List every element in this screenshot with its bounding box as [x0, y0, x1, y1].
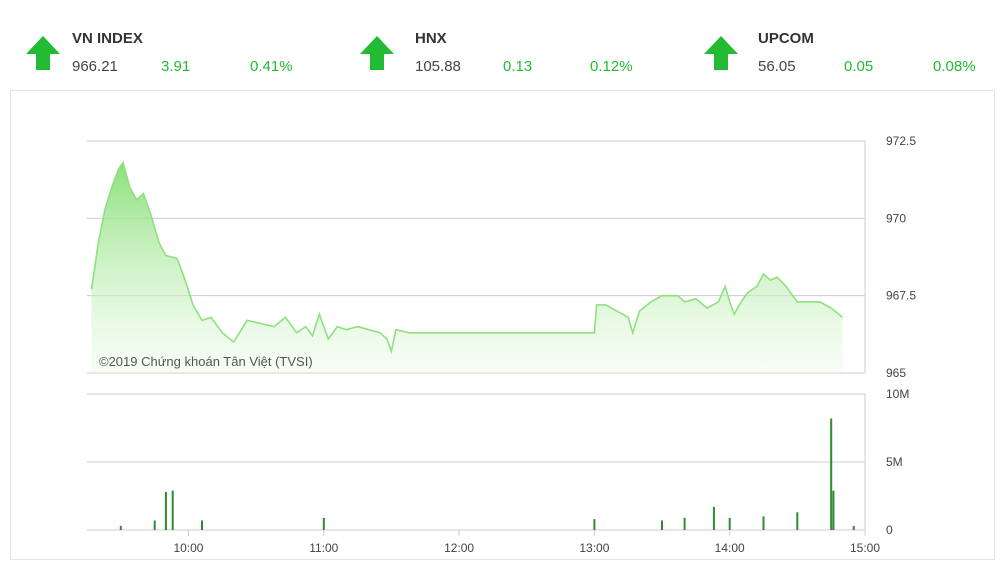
volume-y-tick: 10M	[886, 387, 909, 401]
index-percent: 0.08%	[933, 58, 976, 75]
price-y-tick: 967.5	[886, 289, 916, 303]
index-tile-upcom[interactable]: UPCOM 56.05 0.05 0.08%	[688, 8, 988, 88]
index-change: 0.05	[844, 58, 874, 75]
volume-bar	[830, 418, 833, 530]
volume-bar	[832, 490, 835, 530]
index-name: HNX	[415, 30, 447, 47]
index-tile-vn-index[interactable]: VN INDEX 966.21 3.91 0.41%	[10, 8, 310, 88]
arrow-up-icon	[360, 36, 394, 70]
x-tick-label: 11:00	[309, 541, 338, 555]
volume-bar	[796, 512, 799, 530]
chart-panel	[10, 90, 995, 560]
index-summary-bar: VN INDEX 966.21 3.91 0.41% HNX 105.88 0.…	[0, 0, 1004, 90]
x-tick-label: 13:00	[579, 541, 609, 555]
volume-bar	[661, 520, 663, 530]
volume-y-tick: 5M	[886, 455, 903, 469]
x-tick-label: 12:00	[444, 541, 474, 555]
arrow-up-icon	[704, 36, 738, 70]
price-line	[90, 160, 843, 355]
index-value: 56.05	[758, 58, 796, 75]
index-percent: 0.12%	[590, 58, 633, 75]
index-name: VN INDEX	[72, 30, 143, 47]
chart-watermark: ©2019 Chứng khoán Tân Việt (TVSI)	[99, 354, 313, 369]
x-tick-label: 15:00	[850, 541, 880, 555]
volume-bar	[593, 519, 596, 530]
index-value: 966.21	[72, 58, 118, 75]
price-y-tick: 965	[886, 366, 906, 380]
index-percent: 0.41%	[250, 58, 293, 75]
volume-bar	[683, 517, 686, 530]
volume-bars	[119, 418, 855, 530]
volume-bar	[119, 525, 122, 530]
x-tick-label: 10:00	[173, 541, 203, 555]
volume-bar	[728, 517, 731, 530]
index-tile-hnx[interactable]: HNX 105.88 0.13 0.12%	[344, 8, 644, 88]
price-y-tick: 972.5	[886, 134, 916, 148]
price-area	[91, 162, 843, 373]
index-change: 3.91	[161, 58, 191, 75]
index-value: 105.88	[415, 58, 461, 75]
x-tick-label: 14:00	[715, 541, 745, 555]
arrow-up-icon	[26, 36, 60, 70]
volume-bar	[201, 520, 203, 530]
axis-labels: 972.5 970 967.5 965 10M 5M 0 10:00 11:00 12:00 13:…	[173, 134, 916, 555]
index-name: UPCOM	[758, 30, 814, 47]
volume-bar	[153, 520, 156, 530]
volume-bar	[164, 491, 167, 530]
volume-bar	[852, 525, 855, 530]
volume-bar	[762, 516, 765, 530]
volume-bar	[712, 506, 715, 530]
volume-y-tick: 0	[886, 523, 893, 537]
index-change: 0.13	[503, 58, 533, 75]
volume-bar	[171, 490, 174, 530]
price-y-tick: 970	[886, 211, 906, 225]
volume-bar	[322, 517, 325, 530]
